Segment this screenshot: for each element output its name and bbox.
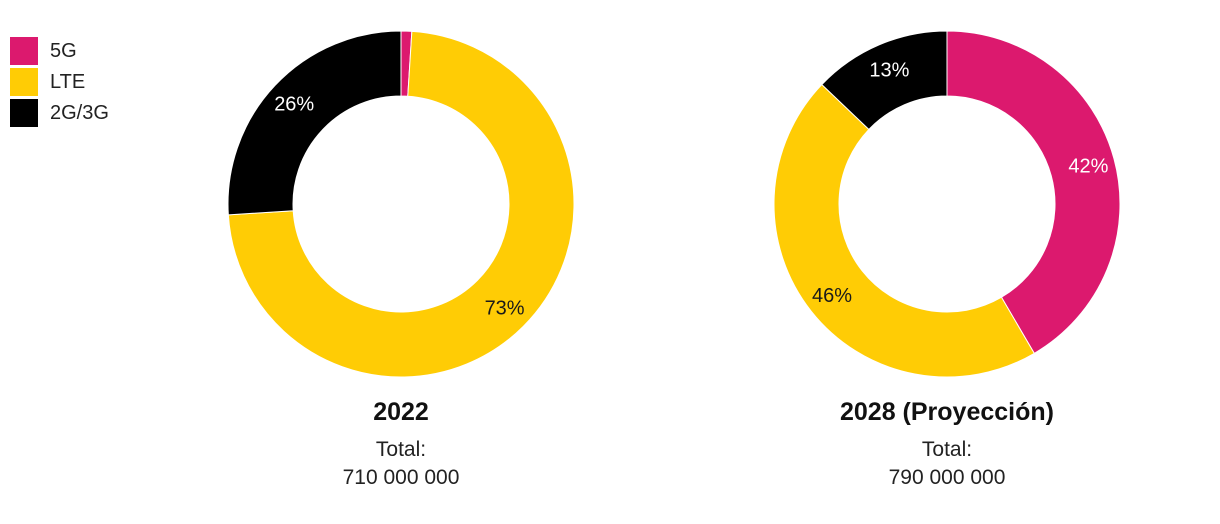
chart-total-value-2028: 790 000 000	[888, 466, 1006, 489]
legend-swatch-lte	[10, 68, 38, 96]
legend: 5G LTE 2G/3G	[10, 37, 109, 131]
slice-2028-2g3g	[821, 30, 948, 131]
legend-label-lte: LTE	[50, 70, 86, 93]
slice-2022-2g3g	[227, 30, 402, 216]
chart-title-2022: 2022	[373, 398, 429, 426]
slice-label-2022-2g3g: 26%	[274, 94, 314, 116]
slice-label-2028-lte: 46%	[812, 285, 852, 307]
slice-label-2028-5g: 42%	[1068, 156, 1108, 178]
slice-2028-lte	[773, 83, 1035, 378]
chart-total-label-2022: Total:	[375, 438, 427, 461]
slice-2028-5g	[946, 30, 1121, 355]
slice-label-2022-lte: 73%	[485, 298, 525, 320]
chart-total-label-2028: Total:	[921, 438, 973, 461]
slice-label-2028-2g3g: 13%	[869, 59, 909, 81]
chart-total-value-2022: 710 000 000	[342, 466, 460, 489]
slice-2022-lte	[227, 30, 575, 378]
legend-swatch-5g	[10, 37, 38, 65]
legend-item-2g3g: 2G/3G	[10, 99, 109, 127]
chart-title-2028: 2028 (Proyección)	[840, 398, 1054, 426]
legend-swatch-2g3g	[10, 99, 38, 127]
legend-item-lte: LTE	[10, 68, 109, 96]
legend-label-5g: 5G	[50, 39, 77, 62]
legend-item-5g: 5G	[10, 37, 109, 65]
legend-label-2g3g: 2G/3G	[50, 101, 109, 124]
